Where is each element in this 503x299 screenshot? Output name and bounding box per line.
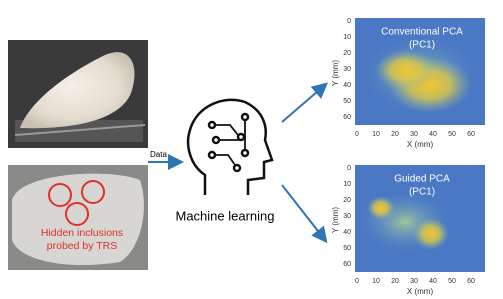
x-tick-label: 20 xyxy=(391,278,399,285)
x-axis-label: X (mm) xyxy=(407,287,434,296)
data-label: Data xyxy=(150,150,167,159)
panel-title: Guided PCA xyxy=(394,174,450,185)
y-tick-label: 50 xyxy=(343,98,351,105)
caption: probed by TRS xyxy=(47,240,117,252)
y-tick-label: 10 xyxy=(343,34,351,41)
phantom-photo xyxy=(8,40,148,148)
y-tick-label: 20 xyxy=(343,197,351,204)
y-tick-label: 30 xyxy=(343,213,351,220)
x-tick-label: 10 xyxy=(372,278,380,285)
panel-title: Conventional PCA xyxy=(381,27,463,38)
y-tick-label: 50 xyxy=(343,245,351,252)
y-tick-label: 0 xyxy=(347,165,351,172)
y-tick-label: 0 xyxy=(347,18,351,25)
x-tick-label: 60 xyxy=(467,131,475,138)
slice-photo xyxy=(8,165,148,270)
x-tick-label: 10 xyxy=(372,131,380,138)
x-tick-label: 30 xyxy=(410,131,418,138)
x-tick-label: 40 xyxy=(429,278,437,285)
x-tick-label: 40 xyxy=(429,131,437,138)
y-axis-label: Y (mm) xyxy=(331,60,340,86)
y-tick-label: 10 xyxy=(343,181,351,188)
x-tick-label: 50 xyxy=(448,278,456,285)
x-tick-label: 60 xyxy=(467,278,475,285)
arrow xyxy=(282,85,325,122)
panel-title: (PC1) xyxy=(409,187,435,198)
x-tick-label: 30 xyxy=(410,278,418,285)
x-tick-label: 20 xyxy=(391,131,399,138)
y-tick-label: 20 xyxy=(343,50,351,57)
y-tick-label: 60 xyxy=(343,114,351,121)
y-axis-label: Y (mm) xyxy=(331,207,340,233)
head-icon xyxy=(188,100,272,195)
arrow xyxy=(282,185,325,240)
center-label: Machine learning xyxy=(175,208,274,223)
x-tick-label: 0 xyxy=(355,131,359,138)
panel-title: (PC1) xyxy=(409,40,435,51)
y-tick-label: 30 xyxy=(343,66,351,73)
caption: Hidden inclusions xyxy=(41,227,123,239)
x-axis-label: X (mm) xyxy=(407,140,434,149)
x-tick-label: 0 xyxy=(355,278,359,285)
y-tick-label: 40 xyxy=(343,229,351,236)
x-tick-label: 50 xyxy=(448,131,456,138)
y-tick-label: 40 xyxy=(343,82,351,89)
y-tick-label: 60 xyxy=(343,261,351,268)
figure: Hidden inclusions probed by TRS Data Mac… xyxy=(0,0,503,299)
